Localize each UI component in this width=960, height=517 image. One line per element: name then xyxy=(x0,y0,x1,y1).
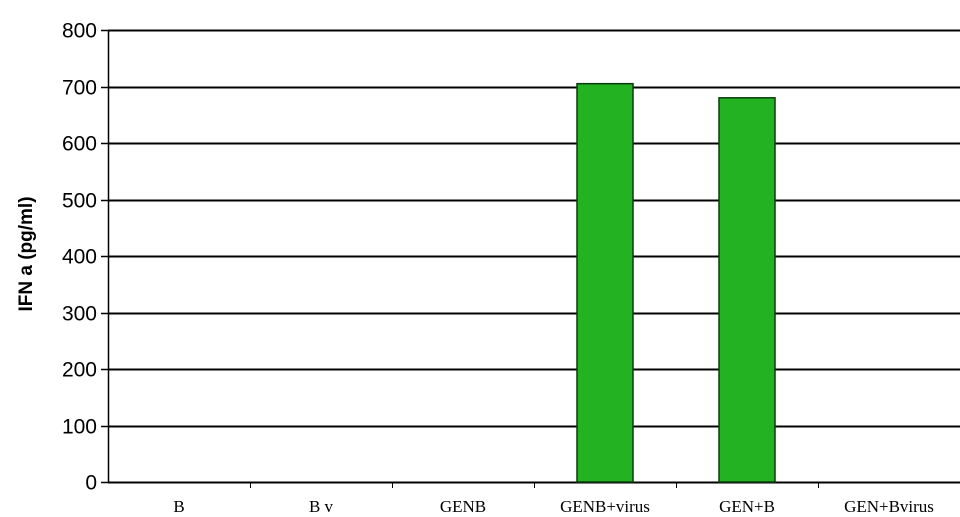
x-category-label: B v xyxy=(309,497,334,516)
bar xyxy=(718,97,776,483)
y-tick-label: 400 xyxy=(62,246,97,269)
y-tick-label: 800 xyxy=(62,20,97,43)
y-tick-label: 500 xyxy=(62,190,97,213)
y-tick-label: 100 xyxy=(62,416,97,439)
y-tick-label: 300 xyxy=(62,303,97,326)
y-tick-label: 200 xyxy=(62,359,97,382)
x-category-label: GENB+virus xyxy=(560,497,650,516)
bars xyxy=(576,82,776,483)
y-tick-label: 0 xyxy=(85,472,97,495)
y-axis-title: IFN a (pg/ml) xyxy=(16,196,37,311)
gridlines xyxy=(108,29,960,428)
bar xyxy=(576,82,634,483)
y-tick-label: 700 xyxy=(62,77,97,100)
y-tick-labels: 0 100 200 300 400 500 600 700 800 xyxy=(62,20,97,495)
x-category-label: GEN+Bvirus xyxy=(844,497,934,516)
y-tick-label: 600 xyxy=(62,133,97,156)
axes xyxy=(101,29,960,488)
x-category-labels: B B v GENB GENB+virus GEN+B GEN+Bvirus xyxy=(173,497,934,516)
x-category-label: GEN+B xyxy=(719,497,775,516)
x-category-label: GENB xyxy=(440,497,486,516)
x-category-label: B xyxy=(173,497,184,516)
